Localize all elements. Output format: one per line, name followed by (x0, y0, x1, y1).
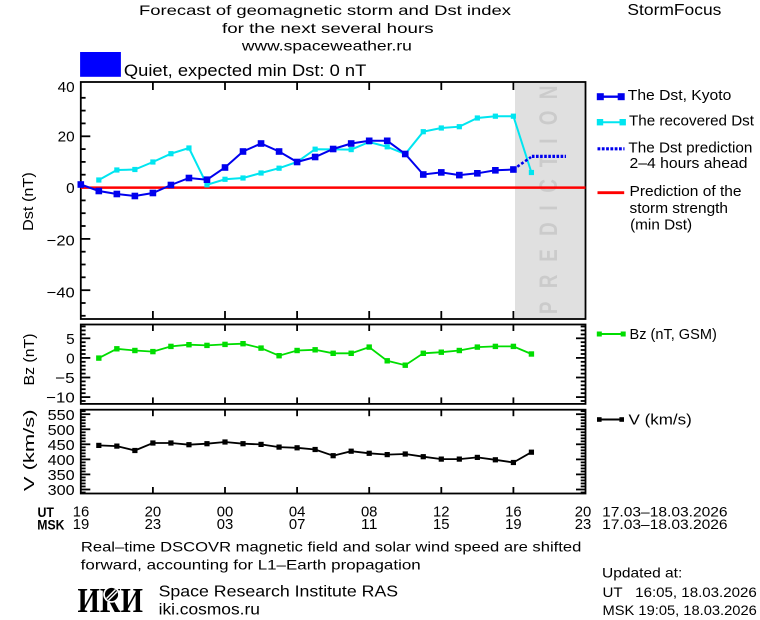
svg-text:UT 16:05, 18.03.2026: UT 16:05, 18.03.2026 (603, 584, 758, 600)
svg-text:11: 11 (361, 516, 378, 533)
svg-text:Prediction of the: Prediction of the (630, 183, 742, 200)
svg-text:−10: −10 (46, 390, 75, 407)
svg-text:(min Dst): (min Dst) (630, 217, 692, 234)
svg-text:2–4 hours ahead: 2–4 hours ahead (630, 155, 748, 172)
svg-text:08: 08 (361, 503, 378, 520)
svg-text:20: 20 (575, 503, 592, 520)
svg-text:iki.cosmos.ru: iki.cosmos.ru (159, 601, 260, 618)
svg-text:MSK: MSK (37, 517, 64, 533)
svg-text:17.03–18.03.2026: 17.03–18.03.2026 (602, 503, 728, 519)
svg-text:R: R (535, 275, 563, 289)
svg-text:E: E (535, 249, 563, 262)
svg-text:04: 04 (289, 503, 306, 520)
svg-text:400: 400 (48, 452, 75, 469)
svg-text:23: 23 (145, 516, 162, 533)
svg-text:450: 450 (48, 437, 75, 454)
svg-text:P: P (535, 302, 563, 315)
svg-text:Forecast of geomagnetic storm: Forecast of geomagnetic storm and Dst in… (139, 2, 511, 18)
svg-text:The Dst prediction: The Dst prediction (628, 140, 752, 157)
svg-text:5: 5 (66, 331, 75, 348)
svg-text:23: 23 (575, 516, 592, 533)
svg-text:07: 07 (289, 516, 306, 533)
svg-text:Updated at:: Updated at: (602, 565, 682, 581)
svg-text:16: 16 (73, 503, 90, 520)
svg-text:V (km/s): V (km/s) (21, 409, 38, 491)
svg-text:T: T (535, 155, 563, 167)
svg-text:The Dst, Kyoto: The Dst, Kyoto (628, 87, 732, 104)
svg-text:I: I (535, 138, 563, 143)
svg-text:16: 16 (505, 503, 522, 520)
svg-text:500: 500 (48, 422, 75, 439)
svg-text:15: 15 (433, 516, 450, 533)
svg-text:for the next several hours: for the next several hours (222, 20, 434, 36)
svg-text:550: 550 (48, 407, 75, 424)
svg-text:20: 20 (145, 503, 162, 520)
svg-text:−40: −40 (47, 284, 75, 301)
svg-text:Quiet, expected min Dst: 0 nT: Quiet, expected min Dst: 0 nT (124, 61, 366, 80)
svg-text:C: C (535, 179, 563, 193)
svg-text:Real–time DSCOVR magnetic fiel: Real–time DSCOVR magnetic field and sola… (81, 539, 581, 555)
svg-text:20: 20 (58, 128, 75, 145)
svg-text:Bz (nT, GSM): Bz (nT, GSM) (630, 326, 717, 343)
svg-text:12: 12 (433, 503, 450, 520)
svg-text:O: O (535, 111, 563, 126)
svg-text:03: 03 (217, 516, 234, 533)
svg-text:StormFocus: StormFocus (627, 2, 721, 19)
svg-text:forward, accounting for L1–Ear: forward, accounting for L1–Earth propaga… (81, 556, 421, 572)
svg-text:N: N (535, 86, 563, 100)
svg-text:www.spaceweather.ru: www.spaceweather.ru (241, 37, 412, 53)
svg-text:Space Research Institute RAS: Space Research Institute RAS (159, 584, 399, 601)
svg-text:0: 0 (66, 351, 75, 368)
svg-text:00: 00 (217, 503, 234, 520)
svg-text:V (km/s): V (km/s) (629, 411, 692, 428)
svg-text:300: 300 (48, 482, 75, 499)
svg-text:Bz (nT): Bz (nT) (21, 333, 38, 385)
svg-text:−20: −20 (47, 233, 75, 250)
svg-text:I: I (535, 205, 563, 210)
svg-text:−5: −5 (55, 370, 75, 387)
svg-text:The recovered Dst: The recovered Dst (629, 112, 755, 129)
svg-text:19: 19 (505, 516, 522, 533)
svg-text:0: 0 (66, 180, 75, 197)
svg-text:MSK 19:05, 18.03.2026: MSK 19:05, 18.03.2026 (603, 602, 758, 618)
svg-text:UT: UT (38, 504, 55, 520)
svg-text:19: 19 (73, 516, 90, 533)
svg-text:storm strength: storm strength (630, 200, 729, 217)
svg-text:40: 40 (58, 79, 75, 96)
svg-text:D: D (535, 222, 563, 236)
svg-text:17.03–18.03.2026: 17.03–18.03.2026 (602, 516, 728, 532)
svg-text:Dst (nT): Dst (nT) (20, 172, 37, 231)
svg-text:350: 350 (48, 467, 75, 484)
